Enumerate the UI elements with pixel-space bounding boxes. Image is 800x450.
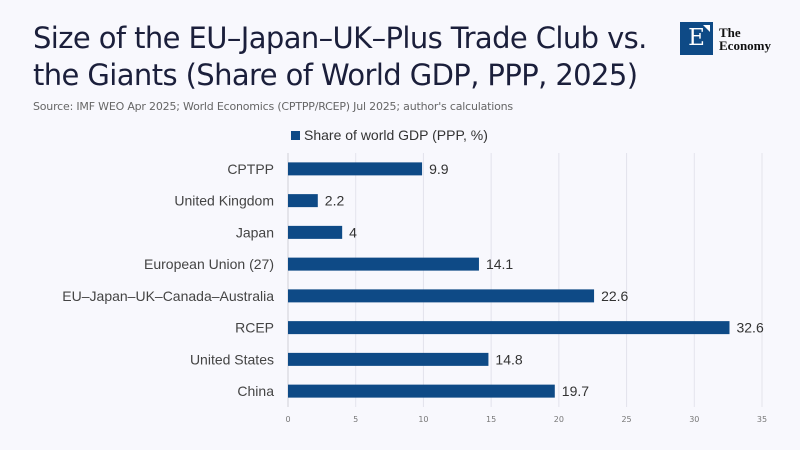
source-note: Source: IMF WEO Apr 2025; World Economic… [33, 100, 513, 113]
x-tick-label: 10 [418, 415, 428, 424]
legend-label: Share of world GDP (PPP, %) [304, 127, 488, 143]
bar [288, 352, 489, 366]
value-label: 19.7 [562, 383, 589, 399]
the-economy-logo: E The Economy [680, 22, 771, 55]
logo-text-line1: The [719, 24, 741, 40]
value-label: 9.9 [429, 161, 449, 177]
chart-title: Size of the EU–Japan–UK–Plus Trade Club … [33, 21, 647, 92]
value-label: 4 [349, 224, 357, 240]
logo-text-line2: Economy [719, 37, 771, 53]
value-label: 32.6 [736, 320, 763, 336]
x-axis-ticks: 0 5 10 15 20 25 30 35 [285, 415, 767, 424]
category-label: China [237, 383, 274, 399]
logo-text: The Economy [719, 26, 771, 52]
x-tick-label: 0 [285, 415, 290, 424]
category-label: European Union (27) [144, 256, 274, 272]
category-label: CPTPP [227, 161, 274, 177]
x-tick-label: 15 [486, 415, 496, 424]
value-label: 14.8 [495, 351, 522, 367]
logo-corner-icon [703, 25, 710, 32]
bar [288, 384, 555, 398]
category-labels: CPTPP United Kingdom Japan European Union (… [62, 161, 274, 399]
category-label: RCEP [235, 320, 274, 336]
bar [288, 289, 595, 303]
bar [288, 194, 318, 208]
category-label: EU–Japan–UK–Canada–Australia [62, 288, 274, 304]
category-label: United States [190, 351, 274, 367]
x-tick-label: 20 [554, 415, 564, 424]
value-label: 14.1 [486, 256, 513, 272]
x-tick-label: 30 [689, 415, 699, 424]
bar [288, 162, 423, 176]
category-label: Japan [236, 224, 274, 240]
value-label: 2.2 [325, 193, 345, 209]
chart-legend: Share of world GDP (PPP, %) [291, 127, 488, 143]
x-tick-label: 35 [757, 415, 767, 424]
gridlines [287, 153, 763, 407]
x-tick-label: 5 [353, 415, 358, 424]
bars [288, 162, 730, 398]
category-label: United Kingdom [174, 193, 274, 209]
bar [288, 225, 343, 239]
legend-swatch-icon [291, 130, 300, 140]
value-labels: 9.9 2.24 14.1 22.6 32.6 14.8 19.7 [325, 161, 764, 399]
bar [288, 257, 479, 271]
bar [288, 321, 730, 335]
logo-letter: E [688, 25, 705, 51]
value-label: 22.6 [601, 288, 628, 304]
logo-mark-icon: E [680, 22, 713, 55]
x-tick-label: 25 [621, 415, 631, 424]
